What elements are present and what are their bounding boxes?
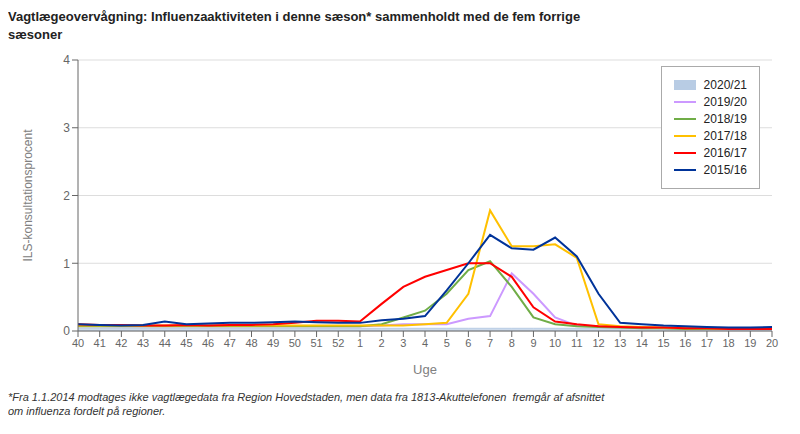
svg-text:5: 5 xyxy=(444,337,450,349)
svg-text:43: 43 xyxy=(137,337,149,349)
html-text:Vagtlægeovervågning: Influenza: Vagtlægeovervågning: Influenzaaktivitete… xyxy=(8,9,581,42)
svg-text:48: 48 xyxy=(245,337,257,349)
svg-text:3: 3 xyxy=(63,121,70,135)
svg-text:40: 40 xyxy=(72,337,84,349)
html-text:2020/21: 2020/21 xyxy=(703,78,747,92)
html-text:2018/19: 2018/19 xyxy=(703,112,747,126)
svg-text:20: 20 xyxy=(766,337,778,349)
svg-text:4: 4 xyxy=(422,337,428,349)
html-text:*Fra 1.1.2014 modtages ikke va: *Fra 1.1.2014 modtages ikke vagtlægedata… xyxy=(8,391,605,417)
svg-text:16: 16 xyxy=(679,337,691,349)
svg-text:50: 50 xyxy=(289,337,301,349)
svg-text:8: 8 xyxy=(509,337,515,349)
svg-text:0: 0 xyxy=(63,324,70,338)
svg-text:42: 42 xyxy=(115,337,127,349)
svg-text:ILS-konsultationsprocent: ILS-konsultationsprocent xyxy=(21,129,35,262)
svg-text:6: 6 xyxy=(465,337,471,349)
html-text:2015/16: 2015/16 xyxy=(703,163,747,177)
svg-text:47: 47 xyxy=(224,337,236,349)
svg-text:52: 52 xyxy=(332,337,344,349)
svg-text:1: 1 xyxy=(63,257,70,271)
html-text:2017/18: 2017/18 xyxy=(703,129,747,143)
html-text:2016/17: 2016/17 xyxy=(703,146,747,160)
svg-text:7: 7 xyxy=(487,337,493,349)
svg-text:10: 10 xyxy=(549,337,561,349)
svg-text:4: 4 xyxy=(63,53,70,67)
svg-text:44: 44 xyxy=(159,337,171,349)
svg-text:1: 1 xyxy=(357,337,363,349)
svg-text:45: 45 xyxy=(180,337,192,349)
svg-text:11: 11 xyxy=(571,337,582,349)
svg-text:41: 41 xyxy=(94,337,106,349)
svg-text:12: 12 xyxy=(592,337,604,349)
svg-text:9: 9 xyxy=(530,337,536,349)
svg-text:14: 14 xyxy=(636,337,648,349)
svg-text:49: 49 xyxy=(267,337,279,349)
svg-text:19: 19 xyxy=(744,337,756,349)
svg-text:18: 18 xyxy=(723,337,735,349)
svg-text:46: 46 xyxy=(202,337,214,349)
svg-text:2: 2 xyxy=(63,189,70,203)
svg-text:17: 17 xyxy=(701,337,713,349)
svg-text:2: 2 xyxy=(379,337,385,349)
svg-text:51: 51 xyxy=(310,337,322,349)
svg-text:13: 13 xyxy=(614,337,626,349)
svg-text:15: 15 xyxy=(657,337,669,349)
svg-text:Uge: Uge xyxy=(413,362,437,377)
html-text:2019/20: 2019/20 xyxy=(703,95,747,109)
svg-text:3: 3 xyxy=(400,337,406,349)
